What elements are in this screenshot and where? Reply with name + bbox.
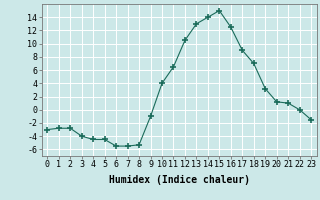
X-axis label: Humidex (Indice chaleur): Humidex (Indice chaleur) [109, 175, 250, 185]
